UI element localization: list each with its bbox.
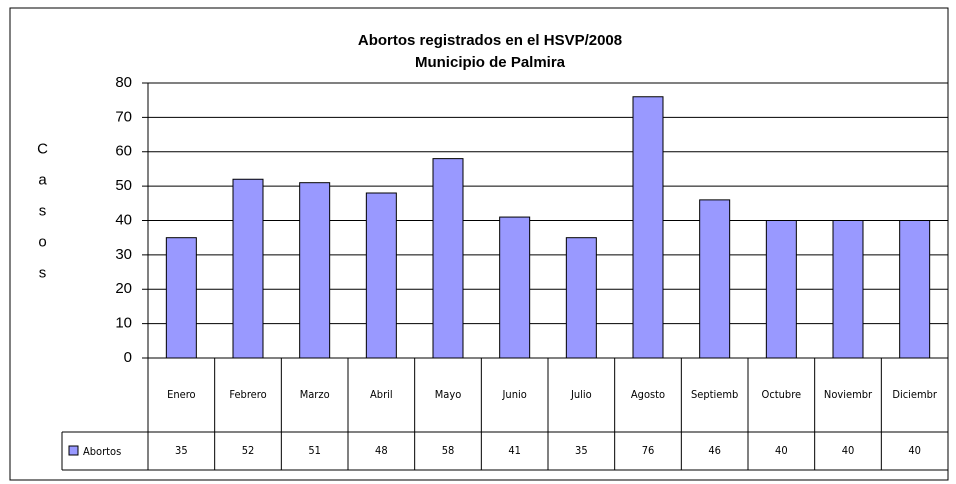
- x-tick-label: Enero: [167, 388, 196, 401]
- table-value: 40: [908, 444, 921, 457]
- y-axis-label: Casos: [34, 141, 51, 296]
- legend-label: Abortos: [83, 445, 121, 458]
- x-tick-label: Septiemb: [691, 388, 738, 401]
- y-tick-label: 30: [115, 246, 132, 263]
- bar: [365, 192, 397, 359]
- table-value: 51: [308, 444, 321, 457]
- bar: [232, 178, 264, 359]
- table-value: 40: [775, 444, 788, 457]
- x-tick-label: Julio: [570, 388, 592, 401]
- y-tick-label: 40: [115, 211, 132, 228]
- y-tick-label: 50: [115, 177, 132, 194]
- bar: [699, 199, 731, 359]
- bar: [632, 96, 664, 359]
- table-value: 58: [442, 444, 455, 457]
- table-value: 41: [508, 444, 521, 457]
- bar: [299, 182, 331, 359]
- table-value: 40: [842, 444, 855, 457]
- x-tick-label: Mayo: [435, 388, 462, 401]
- table-value: 76: [642, 444, 655, 457]
- x-tick-label: Febrero: [229, 388, 266, 401]
- y-tick-label: 60: [115, 143, 132, 160]
- table-value: 35: [175, 444, 188, 457]
- y-tick-label: 10: [115, 315, 132, 332]
- x-tick-label: Noviembr: [824, 388, 873, 401]
- legend-swatch: [68, 445, 79, 456]
- x-tick-label: Diciembr: [892, 388, 938, 401]
- bar: [765, 220, 797, 359]
- bar: [565, 237, 597, 359]
- bar: [499, 216, 531, 359]
- bar: [899, 220, 931, 359]
- y-tick-label: 20: [115, 280, 132, 297]
- x-tick-label: Abril: [370, 388, 393, 401]
- table-value: 52: [242, 444, 255, 457]
- bar: [432, 158, 464, 359]
- bar: [165, 237, 197, 359]
- y-tick-label: 70: [115, 108, 132, 125]
- chart-title: Abortos registrados en el HSVP/2008: [358, 32, 622, 49]
- y-tick-label: 80: [115, 74, 132, 91]
- x-tick-label: Junio: [502, 388, 527, 401]
- table-value: 48: [375, 444, 388, 457]
- chart-subtitle: Municipio de Palmira: [415, 54, 566, 71]
- chart-frame: [9, 7, 949, 481]
- y-tick-label: 0: [124, 349, 132, 366]
- x-tick-label: Octubre: [762, 388, 802, 401]
- table-value: 46: [708, 444, 721, 457]
- bar: [832, 220, 864, 359]
- x-tick-label: Marzo: [300, 388, 330, 401]
- x-tick-label: Agosto: [631, 388, 665, 401]
- table-value: 35: [575, 444, 588, 457]
